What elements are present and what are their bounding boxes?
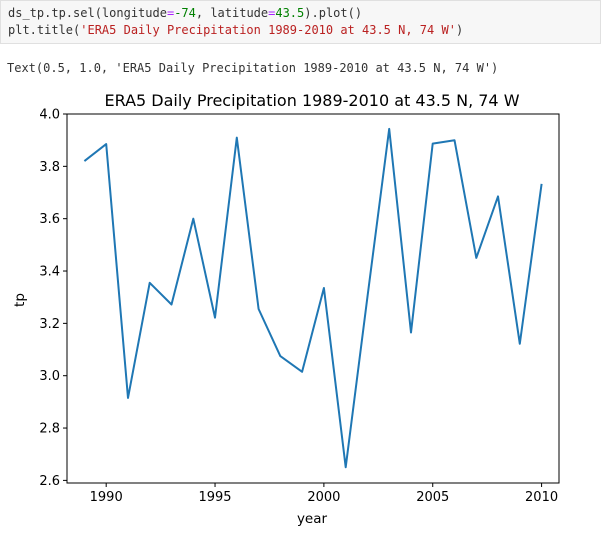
plot-axes: 1990 1995 2000 2005 2010 2.6 2.8 3.0 3.2 3.4 3.6 3.… bbox=[39, 108, 560, 505]
x-tick-label: 2010 bbox=[525, 490, 558, 505]
y-tick-label: 2.6 bbox=[39, 474, 60, 489]
y-tick-label: 2.8 bbox=[39, 422, 60, 437]
cell-output-text: Text(0.5, 1.0, 'ERA5 Daily Precipitation… bbox=[7, 61, 499, 75]
x-tick-label: 1995 bbox=[198, 490, 231, 505]
data-series-line bbox=[83, 127, 543, 469]
y-axis-label: tp bbox=[12, 293, 28, 307]
chart-title: ERA5 Daily Precipitation 1989-2010 at 43… bbox=[104, 91, 519, 110]
code-token: = bbox=[268, 6, 276, 20]
code-token: 43.5 bbox=[275, 6, 305, 20]
x-tick-label: 2000 bbox=[307, 490, 340, 505]
y-tick-label: 3.6 bbox=[39, 212, 60, 227]
x-axis-label: year bbox=[297, 511, 328, 527]
precipitation-line-chart: ERA5 Daily Precipitation 1989-2010 at 43… bbox=[12, 91, 560, 527]
code-token: , latitude bbox=[195, 6, 269, 20]
x-tick-label: 2005 bbox=[416, 490, 449, 505]
code-line-1: ds_tp.tp.sel(longitude=-74, latitude=43.… bbox=[8, 5, 600, 22]
plot-frame bbox=[66, 113, 560, 484]
code-token: plt.title( bbox=[8, 23, 81, 37]
y-tick-label: 3.0 bbox=[39, 369, 60, 384]
code-token: = bbox=[166, 6, 175, 20]
x-tick-label: 1990 bbox=[90, 490, 123, 505]
code-token: ).plot() bbox=[304, 6, 363, 20]
code-token: -74 bbox=[174, 6, 196, 20]
code-line-2: plt.title('ERA5 Daily Precipitation 1989… bbox=[8, 22, 600, 39]
y-tick-label: 4.0 bbox=[39, 108, 60, 123]
code-token: ds_tp.tp.sel(longitude bbox=[8, 6, 167, 20]
code-token: 'ERA5 Daily Precipitation 1989-2010 at 4… bbox=[80, 23, 456, 37]
y-tick-label: 3.8 bbox=[39, 160, 60, 175]
y-tick-label: 3.2 bbox=[39, 317, 60, 332]
code-cell[interactable]: ds_tp.tp.sel(longitude=-74, latitude=43.… bbox=[0, 0, 601, 44]
code-token: ) bbox=[455, 23, 464, 37]
y-tick-label: 3.4 bbox=[39, 265, 60, 280]
